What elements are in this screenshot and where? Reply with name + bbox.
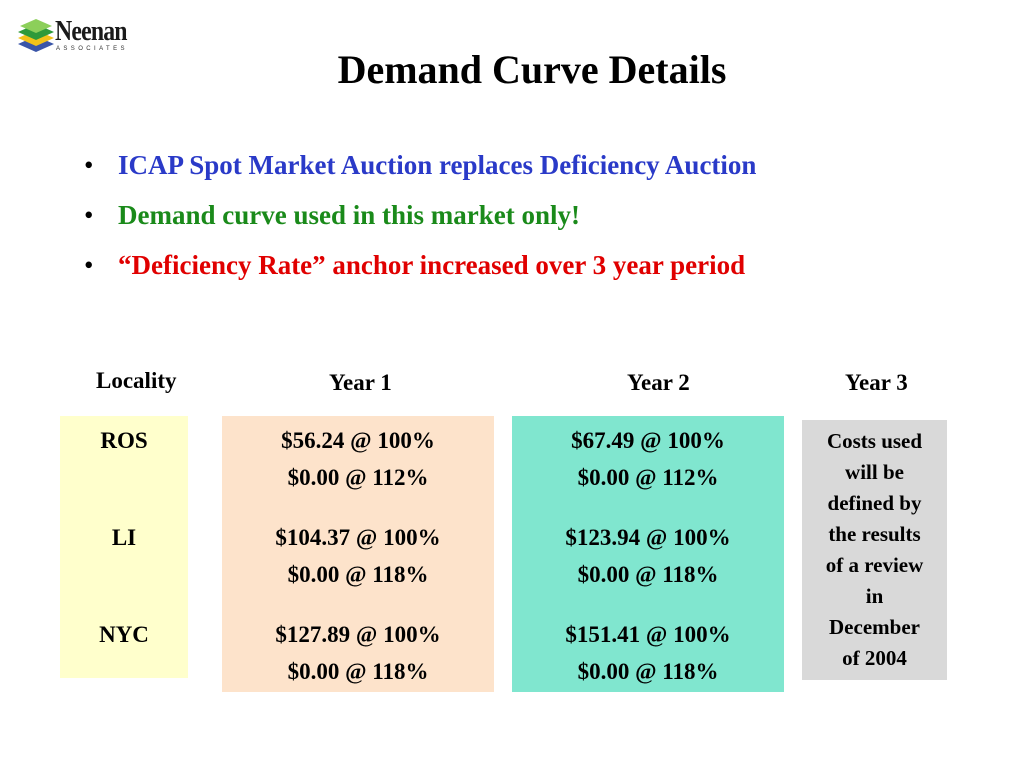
locality-ros: ROS — [100, 428, 148, 453]
locality-nyc: NYC — [99, 622, 149, 647]
year-2-nyc-line-2: $0.00 @ 118% — [577, 659, 719, 684]
year-2-li-line-2: $0.00 @ 118% — [577, 562, 719, 587]
year-1-ros-line-1: $56.24 @ 100% — [281, 428, 435, 453]
year-1-li-line-1: $104.37 @ 100% — [275, 525, 441, 550]
year-2-ros-line-1: $67.49 @ 100% — [571, 428, 725, 453]
year-1-li-line-2: $0.00 @ 118% — [287, 562, 429, 587]
logo-subtitle: ASSOCIATES — [56, 46, 128, 52]
logo-name: Neenan — [55, 15, 128, 47]
year-1-nyc-line-2: $0.00 @ 118% — [287, 659, 429, 684]
bullet-dot-icon: • — [84, 150, 94, 180]
year-2-nyc-line-1: $151.41 @ 100% — [565, 622, 731, 647]
year-2-column: $67.49 @ 100% $0.00 @ 112% $123.94 @ 100… — [512, 416, 784, 692]
bullet-dot-icon: • — [84, 200, 94, 230]
header-year-2: Year 2 — [627, 370, 690, 395]
year-1-ros-line-2: $0.00 @ 112% — [287, 465, 429, 490]
header-year-3: Year 3 — [845, 370, 908, 395]
bullet-item: • “Deficiency Rate” anchor increased ove… — [78, 240, 756, 290]
bullet-item: • ICAP Spot Market Auction replaces Defi… — [78, 140, 756, 190]
year-3-column: Costs used will be defined by the result… — [802, 420, 947, 680]
header-year-1: Year 1 — [329, 370, 392, 395]
year-1-column: $56.24 @ 100% $0.00 @ 112% $104.37 @ 100… — [222, 416, 494, 692]
bullet-dot-icon: • — [84, 250, 94, 280]
locality-column: ROS LI NYC — [60, 416, 188, 678]
header-locality: Locality — [96, 368, 177, 393]
bullet-list: • ICAP Spot Market Auction replaces Defi… — [78, 140, 756, 290]
layered-diamond-logo-icon — [18, 19, 54, 52]
year-2-ros-line-2: $0.00 @ 112% — [577, 465, 719, 490]
year-1-nyc-line-1: $127.89 @ 100% — [275, 622, 441, 647]
year-3-note: Costs used will be defined by the result… — [825, 429, 924, 670]
bullet-item: • Demand curve used in this market only! — [78, 190, 756, 240]
year-2-li-line-1: $123.94 @ 100% — [565, 525, 731, 550]
bullet-text: ICAP Spot Market Auction replaces Defici… — [118, 150, 757, 180]
slide-title: Demand Curve Details — [337, 47, 727, 92]
locality-li: LI — [111, 525, 137, 550]
bullet-text: Demand curve used in this market only! — [118, 200, 581, 230]
neenan-logo: Neenan ASSOCIATES — [16, 14, 156, 58]
bullet-text: “Deficiency Rate” anchor increased over … — [118, 250, 746, 280]
